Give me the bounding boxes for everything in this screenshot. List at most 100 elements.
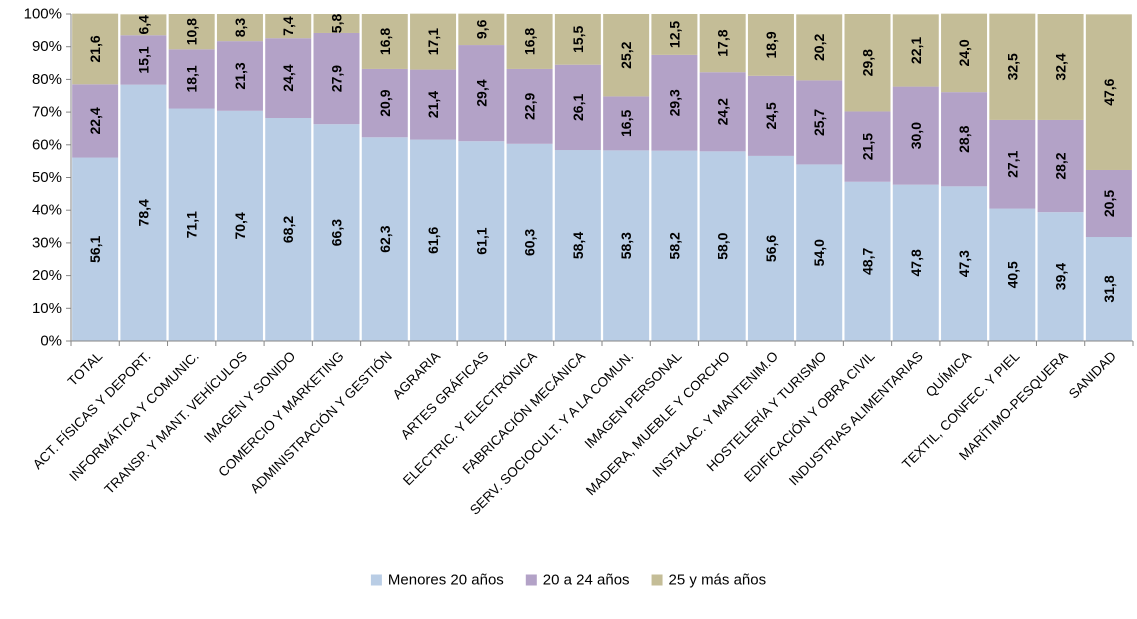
bar-menores-20-anos-informatica-y-comunic	[168, 108, 215, 341]
data-label-menores-20-anos-quimica: 47,3	[956, 250, 972, 277]
data-label-menores-20-anos-administracion-y-gestion: 62,3	[377, 225, 393, 252]
data-label-menores-20-anos-sanidad: 31,8	[1101, 275, 1117, 302]
data-label-25-y-mas-anos-agraria: 17,1	[425, 28, 441, 55]
bar-25-y-mas-anos-edificacion-y-obra-civil	[844, 14, 891, 112]
data-label-20-a-24-anos-transp-y-mant-vehiculos: 21,3	[232, 62, 248, 89]
bar-20-a-24-anos-madera-mueble-y-corcho	[699, 72, 746, 152]
data-label-20-a-24-anos-serv-sociocult-y-a-la-comun: 16,5	[618, 110, 634, 137]
data-label-menores-20-anos-electric-y-electronica: 60,3	[522, 229, 538, 256]
data-label-20-a-24-anos-instalac-y-mantenim-o: 24,5	[763, 102, 779, 129]
y-tick-label: 40%	[32, 202, 62, 219]
bar-25-y-mas-anos-comercio-y-marketing	[313, 14, 360, 33]
data-label-menores-20-anos-serv-sociocult-y-a-la-comun: 58,3	[618, 232, 634, 259]
bar-20-a-24-anos-informatica-y-comunic	[168, 49, 215, 109]
data-label-20-a-24-anos-comercio-y-marketing: 27,9	[329, 65, 345, 92]
data-label-menores-20-anos-total: 56,1	[87, 235, 103, 262]
data-label-25-y-mas-anos-hosteleria-y-turismo: 20,2	[811, 34, 827, 61]
x-category-label-imagen-personal: IMAGEN PERSONAL	[582, 348, 685, 451]
bar-menores-20-anos-serv-sociocult-y-a-la-comun	[603, 150, 650, 341]
y-tick-label: 10%	[32, 300, 62, 317]
data-labels: 56,1 22,4 21,6 78,4 15,1 6,4 71,1 18,1 10,8 70,4 2…	[87, 14, 1117, 303]
data-label-25-y-mas-anos-sanidad: 47,6	[1101, 78, 1117, 105]
data-label-20-a-24-anos-textil-confec-y-piel: 27,1	[1004, 150, 1020, 177]
y-tick-label: 70%	[32, 104, 62, 121]
bar-25-y-mas-anos-textil-confec-y-piel	[989, 13, 1036, 120]
y-tick-labels: 0% 10% 20% 30% 40% 50% 60% 70% 80% 90% 100%	[24, 6, 62, 350]
bar-menores-20-anos-maritimo-pesquera	[1037, 212, 1084, 341]
data-label-20-a-24-anos-agraria: 21,4	[425, 91, 441, 118]
bar-menores-20-anos-electric-y-electronica	[506, 143, 553, 341]
data-label-25-y-mas-anos-madera-mueble-y-corcho: 17,8	[715, 29, 731, 56]
bar-menores-20-anos-act-fisicas-y-deport	[120, 84, 167, 341]
data-label-25-y-mas-anos-informatica-y-comunic: 10,8	[184, 18, 200, 45]
y-tick-label: 100%	[24, 6, 62, 23]
bar-menores-20-anos-instalac-y-mantenim-o	[747, 155, 794, 341]
bar-25-y-mas-anos-transp-y-mant-vehiculos	[216, 14, 263, 42]
data-label-20-a-24-anos-edificacion-y-obra-civil: 21,5	[860, 133, 876, 160]
data-label-20-a-24-anos-act-fisicas-y-deport: 15,1	[135, 46, 151, 73]
bar-20-a-24-anos-quimica	[941, 92, 988, 187]
data-label-25-y-mas-anos-comercio-y-marketing: 5,8	[329, 14, 345, 34]
bar-menores-20-anos-textil-confec-y-piel	[989, 208, 1036, 341]
y-tick-label: 0%	[40, 333, 62, 350]
data-label-20-a-24-anos-quimica: 28,8	[956, 125, 972, 152]
data-label-25-y-mas-anos-quimica: 24,0	[956, 39, 972, 66]
bar-25-y-mas-anos-act-fisicas-y-deport	[120, 14, 167, 36]
bar-20-a-24-anos-edificacion-y-obra-civil	[844, 111, 891, 182]
legend-label-20-a-24-anos: 20 a 24 años	[543, 572, 630, 589]
legend-label-menores-20-anos: Menores 20 años	[388, 572, 504, 589]
data-label-25-y-mas-anos-fabricacion-mecanica: 15,5	[570, 26, 586, 53]
data-label-25-y-mas-anos-total: 21,6	[87, 35, 103, 62]
bar-25-y-mas-anos-industrias-alimentarias	[892, 14, 939, 87]
bar-25-y-mas-anos-agraria	[410, 13, 457, 70]
bar-25-y-mas-anos-maritimo-pesquera	[1037, 14, 1084, 120]
data-label-menores-20-anos-artes-graficas: 61,1	[473, 227, 489, 254]
bar-20-a-24-anos-agraria	[410, 69, 457, 140]
data-label-menores-20-anos-industrias-alimentarias: 47,8	[908, 249, 924, 276]
bar-menores-20-anos-imagen-personal	[651, 150, 698, 341]
bar-25-y-mas-anos-informatica-y-comunic	[168, 14, 215, 50]
data-label-20-a-24-anos-hosteleria-y-turismo: 25,7	[811, 109, 827, 136]
bar-20-a-24-anos-textil-confec-y-piel	[989, 119, 1036, 209]
x-category-label-quimica: QUÍMICA	[923, 349, 974, 400]
bar-menores-20-anos-edificacion-y-obra-civil	[844, 181, 891, 341]
data-label-menores-20-anos-instalac-y-mantenim-o: 56,6	[763, 235, 779, 262]
bar-25-y-mas-anos-sanidad	[1085, 14, 1132, 170]
legend-swatch-20-a-24-anos	[525, 574, 537, 586]
bar-20-a-24-anos-comercio-y-marketing	[313, 32, 360, 125]
y-tick-label: 30%	[32, 234, 62, 251]
bar-menores-20-anos-administracion-y-gestion	[361, 137, 408, 341]
data-label-20-a-24-anos-artes-graficas: 29,4	[473, 79, 489, 106]
data-label-menores-20-anos-imagen-personal: 58,2	[666, 232, 682, 259]
data-label-25-y-mas-anos-instalac-y-mantenim-o: 18,9	[763, 31, 779, 58]
data-label-20-a-24-anos-electric-y-electronica: 22,9	[522, 93, 538, 120]
bar-20-a-24-anos-artes-graficas	[458, 45, 505, 142]
bar-menores-20-anos-comercio-y-marketing	[313, 124, 360, 341]
bar-menores-20-anos-madera-mueble-y-corcho	[699, 151, 746, 341]
data-label-menores-20-anos-imagen-y-sonido: 68,2	[280, 216, 296, 243]
axes-layer	[66, 13, 1134, 346]
data-label-menores-20-anos-hosteleria-y-turismo: 54,0	[811, 239, 827, 266]
data-label-25-y-mas-anos-act-fisicas-y-deport: 6,4	[135, 15, 151, 35]
bar-20-a-24-anos-transp-y-mant-vehiculos	[216, 41, 263, 111]
data-label-20-a-24-anos-administracion-y-gestion: 20,9	[377, 89, 393, 116]
data-label-25-y-mas-anos-textil-confec-y-piel: 32,5	[1004, 53, 1020, 80]
bar-menores-20-anos-industrias-alimentarias	[892, 184, 939, 341]
bar-25-y-mas-anos-quimica	[941, 13, 988, 93]
data-label-20-a-24-anos-sanidad: 20,5	[1101, 190, 1117, 217]
bar-menores-20-anos-sanidad	[1085, 237, 1132, 341]
bar-20-a-24-anos-maritimo-pesquera	[1037, 119, 1084, 213]
bar-20-a-24-anos-imagen-y-sonido	[265, 38, 312, 118]
data-label-menores-20-anos-maritimo-pesquera: 39,4	[1053, 263, 1069, 290]
data-label-25-y-mas-anos-artes-graficas: 9,6	[473, 19, 489, 39]
data-label-menores-20-anos-transp-y-mant-vehiculos: 70,4	[232, 212, 248, 239]
x-category-label-artes-graficas: ARTES GRÁFICAS	[398, 349, 492, 443]
x-category-label-sanidad: SANIDAD	[1066, 348, 1119, 401]
bar-menores-20-anos-hosteleria-y-turismo	[796, 164, 843, 341]
data-label-menores-20-anos-act-fisicas-y-deport: 78,4	[135, 199, 151, 226]
bar-20-a-24-anos-hosteleria-y-turismo	[796, 80, 843, 165]
data-label-25-y-mas-anos-administracion-y-gestion: 16,8	[377, 28, 393, 55]
y-tick-label: 60%	[32, 136, 62, 153]
bar-menores-20-anos-imagen-y-sonido	[265, 117, 312, 342]
